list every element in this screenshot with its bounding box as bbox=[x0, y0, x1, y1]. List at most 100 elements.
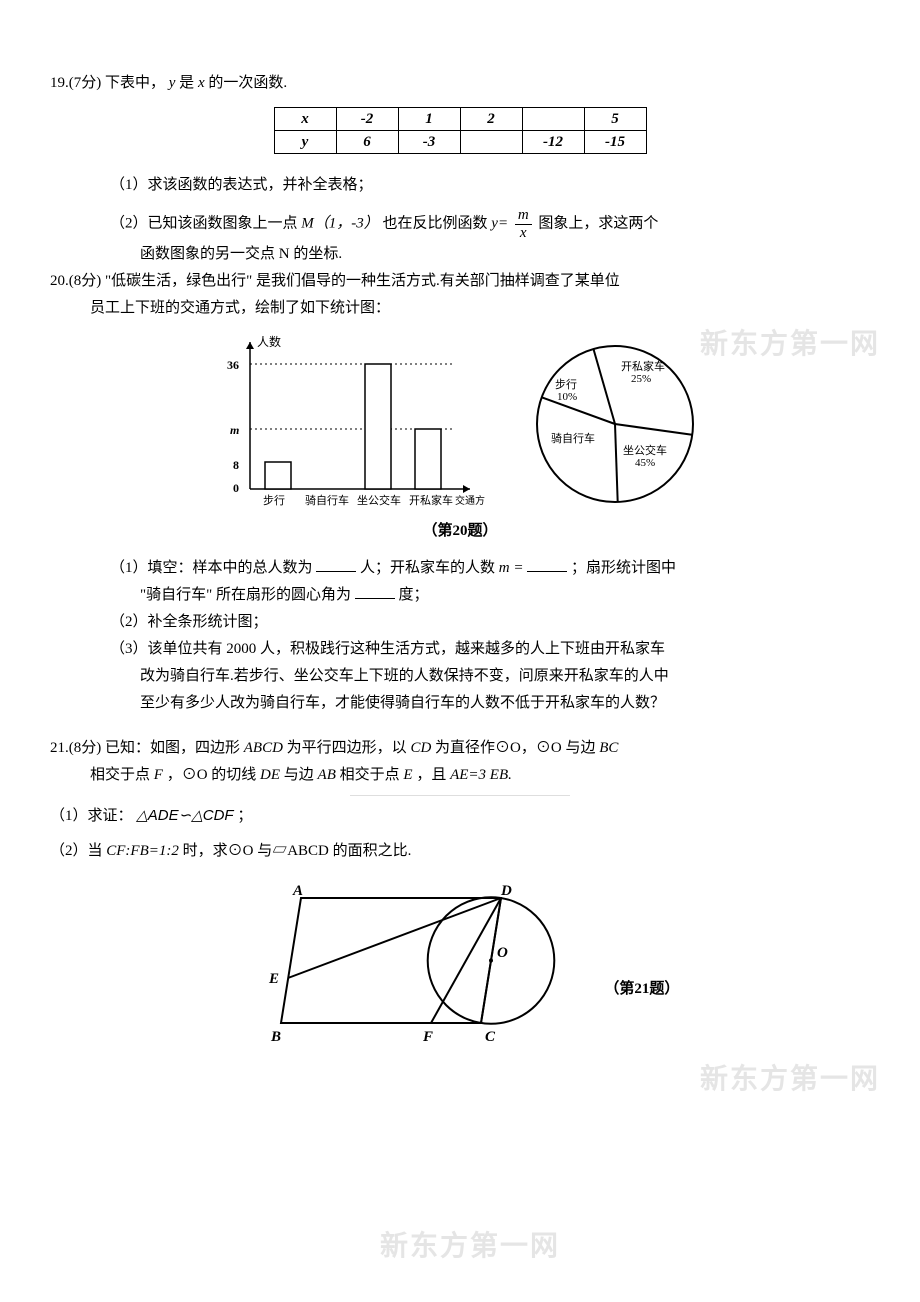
q19-p2c: 图象上，求这两个 bbox=[538, 215, 658, 231]
q21-ratio: CF:FB=1:2 bbox=[106, 843, 179, 859]
frac-den: x bbox=[515, 225, 532, 242]
watermark: 新东方第一网 bbox=[380, 1222, 560, 1272]
q19-p2b: 也在反比例函数 bbox=[383, 215, 492, 231]
table-cell bbox=[522, 108, 584, 131]
svg-text:坐公交车: 坐公交车 bbox=[357, 493, 401, 507]
label-B: B bbox=[270, 1029, 281, 1045]
var-y: y bbox=[169, 75, 176, 91]
q19-table: x -2 1 2 5 y 6 -3 -12 -15 bbox=[274, 107, 647, 154]
label-O: O bbox=[497, 945, 508, 961]
q21-head8: ，且 bbox=[416, 767, 450, 783]
de: DE bbox=[260, 767, 280, 783]
q20-p3b: 改为骑自行车.若步行、坐公交车上下班的人数保持不变，问原来开私家车的人中 bbox=[50, 663, 870, 690]
svg-text:开私家车: 开私家车 bbox=[621, 359, 665, 373]
q21-p2: （2）当 CF:FB=1:2 时，求⊙O 与▱ABCD 的面积之比. bbox=[50, 838, 870, 865]
q19-p2a: （2）已知该函数图象上一点 bbox=[110, 215, 301, 231]
svg-text:25%: 25% bbox=[631, 373, 651, 385]
pie-chart: 步行 10% 开私家车 25% 坐公交车 45% 骑自行车 bbox=[525, 334, 705, 514]
q19-part2: （2）已知该函数图象上一点 M（1，-3） 也在反比例函数 y= m x 图象上… bbox=[50, 207, 870, 241]
table-cell: 6 bbox=[336, 131, 398, 154]
label-E: E bbox=[268, 971, 279, 987]
q21-heading: 21.(8分) 已知：如图，四边形 ABCD 为平行四边形，以 CD 为直径作⊙… bbox=[50, 735, 870, 762]
table-cell: x bbox=[274, 108, 336, 131]
table-row: y 6 -3 -12 -15 bbox=[274, 131, 646, 154]
table-cell: -3 bbox=[398, 131, 460, 154]
e: E bbox=[403, 767, 412, 783]
table-cell bbox=[460, 131, 522, 154]
q19-head-text2: 是 bbox=[179, 75, 198, 91]
table-cell: 1 bbox=[398, 108, 460, 131]
question-20: 20.(8分) "低碳生活，绿色出行" 是我们倡导的一种生活方式.有关部门抽样调… bbox=[50, 268, 870, 717]
label-F: F bbox=[422, 1029, 433, 1045]
table-cell: 2 bbox=[460, 108, 522, 131]
q21-head: 21.(8分) 已知：如图，四边形 bbox=[50, 740, 244, 756]
q21-p1b: ； bbox=[237, 808, 252, 824]
q21-head5: ，⊙O 的切线 bbox=[167, 767, 260, 783]
q20-p3c: 至少有多少人改为骑自行车，才能使得骑自行车的人数不低于开私家车的人数？ bbox=[50, 690, 870, 717]
q21-head6: 与边 bbox=[284, 767, 318, 783]
q20-p2: （2）补全条形统计图； bbox=[50, 609, 870, 636]
q21-head7: 相交于点 bbox=[340, 767, 404, 783]
q19-part1: （1）求该函数的表达式，并补全表格； bbox=[50, 172, 870, 199]
q20-charts: 人数 36 m 8 0 步行 骑自行车 坐公交车 开私家车 交通方式 bbox=[50, 334, 870, 514]
q21-heading-line2: 相交于点 F ，⊙O 的切线 DE 与边 AB 相交于点 E ，且 AE=3 E… bbox=[50, 762, 870, 789]
q20-p1c: ；扇形统计图中 bbox=[571, 560, 676, 576]
q20-heading2: 员工上下班的交通方式，绘制了如下统计图： bbox=[50, 295, 870, 322]
q19-eq-y: y= bbox=[491, 215, 508, 231]
q20-p1a: （1）填空：样本中的总人数为 bbox=[110, 560, 313, 576]
svg-text:10%: 10% bbox=[557, 391, 577, 403]
blank-field bbox=[355, 584, 395, 599]
q20-p1e: 度； bbox=[399, 587, 429, 603]
bc: BC bbox=[599, 740, 618, 756]
svg-text:8: 8 bbox=[233, 458, 239, 472]
question-19: 19.(7分) 下表中， y 是 x 的一次函数. x -2 1 2 5 y 6… bbox=[50, 70, 870, 268]
q21-tri: △ADE∽△CDF bbox=[136, 807, 233, 824]
ab: AB bbox=[318, 767, 336, 783]
bar-y-label: 人数 bbox=[257, 334, 281, 349]
table-cell: -15 bbox=[584, 131, 646, 154]
label-D: D bbox=[500, 883, 512, 899]
svg-text:45%: 45% bbox=[635, 457, 655, 469]
svg-text:m: m bbox=[230, 423, 239, 437]
q21-p1: （1）求证： △ADE∽△CDF ； bbox=[50, 802, 870, 830]
frac-num: m bbox=[515, 207, 532, 225]
q21-head2: 为平行四边形，以 bbox=[287, 740, 411, 756]
svg-text:步行: 步行 bbox=[263, 494, 285, 507]
table-cell: -2 bbox=[336, 108, 398, 131]
svg-text:开私家车: 开私家车 bbox=[409, 493, 453, 507]
q20-p3a: （3）该单位共有 2000 人，积极践行这种生活方式，越来越多的人上下班由开私家… bbox=[50, 636, 870, 663]
q21-caption: （第21题） bbox=[604, 976, 679, 1003]
q20-p1: （1）填空：样本中的总人数为 人；开私家车的人数 m = ；扇形统计图中 bbox=[50, 555, 870, 582]
table-cell: 5 bbox=[584, 108, 646, 131]
cd: CD bbox=[410, 740, 431, 756]
q20-p1b: 人；开私家车的人数 bbox=[360, 560, 499, 576]
q19-point-m: M（1，-3） bbox=[301, 215, 379, 231]
q20-p1d: "骑自行车" 所在扇形的圆心角为 bbox=[140, 587, 351, 603]
label-C: C bbox=[485, 1029, 496, 1045]
q21-p1a: （1）求证： bbox=[50, 808, 133, 824]
q19-p2d: 函数图象的另一交点 N 的坐标. bbox=[50, 241, 870, 268]
q21-p2b: 时，求⊙O 与▱ABCD 的面积之比. bbox=[183, 843, 412, 859]
q20-m-eq: m = bbox=[499, 560, 524, 576]
table-cell: -12 bbox=[522, 131, 584, 154]
label-A: A bbox=[292, 883, 303, 899]
q20-p1-line2: "骑自行车" 所在扇形的圆心角为 度； bbox=[50, 582, 870, 609]
svg-text:36: 36 bbox=[227, 358, 239, 372]
table-cell: y bbox=[274, 131, 336, 154]
q21-figure: A D C B E F O （第21题） bbox=[50, 883, 870, 1063]
bar-chart: 人数 36 m 8 0 步行 骑自行车 坐公交车 开私家车 交通方式 bbox=[215, 334, 485, 514]
svg-text:骑自行车: 骑自行车 bbox=[305, 493, 349, 507]
svg-text:步行: 步行 bbox=[555, 378, 577, 391]
divider bbox=[350, 795, 570, 796]
blank-field bbox=[527, 557, 567, 572]
question-21: 21.(8分) 已知：如图，四边形 ABCD 为平行四边形，以 CD 为直径作⊙… bbox=[50, 735, 870, 1063]
q21-svg: A D C B E F O bbox=[241, 883, 561, 1053]
q19-head-text: 19.(7分) 下表中， bbox=[50, 75, 165, 91]
abcd: ABCD bbox=[244, 740, 283, 756]
q20-heading: 20.(8分) "低碳生活，绿色出行" 是我们倡导的一种生活方式.有关部门抽样调… bbox=[50, 268, 870, 295]
svg-text:骑自行车: 骑自行车 bbox=[551, 431, 595, 445]
q19-head-text3: 的一次函数. bbox=[208, 75, 287, 91]
ae3eb: AE=3 EB. bbox=[450, 767, 512, 783]
svg-text:坐公交车: 坐公交车 bbox=[623, 443, 667, 457]
var-x: x bbox=[198, 75, 205, 91]
